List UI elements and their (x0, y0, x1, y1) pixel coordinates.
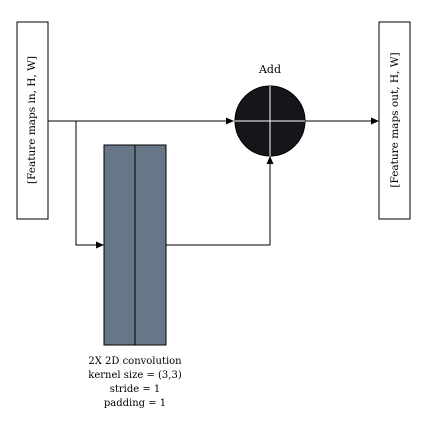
conv-caption-line: padding = 1 (104, 398, 166, 409)
conv-layer-2 (134, 144, 167, 346)
output-box-label: [Feature maps out, H, W] (389, 52, 401, 187)
conv-caption-line: 2X 2D convolution (88, 356, 182, 367)
input-box-frame (16, 21, 49, 220)
add-label: Add (258, 63, 281, 76)
input-box: [Feature maps in, H, W] (16, 21, 49, 220)
input-box-label: [Feature maps in, H, W] (26, 56, 38, 184)
add-node: Add (234, 63, 306, 157)
conv-layer-1 (103, 144, 136, 346)
conv-input-arrow (75, 121, 104, 249)
conv-caption-line: kernel size = (3,3) (88, 370, 182, 381)
output-box-frame (378, 21, 411, 220)
conv-output-arrow (166, 156, 274, 246)
conv-block (103, 144, 167, 346)
conv-caption: 2X 2D convolution kernel size = (3,3) st… (88, 356, 182, 409)
output-box: [Feature maps out, H, W] (378, 21, 411, 220)
conv-caption-line: stride = 1 (110, 384, 161, 395)
